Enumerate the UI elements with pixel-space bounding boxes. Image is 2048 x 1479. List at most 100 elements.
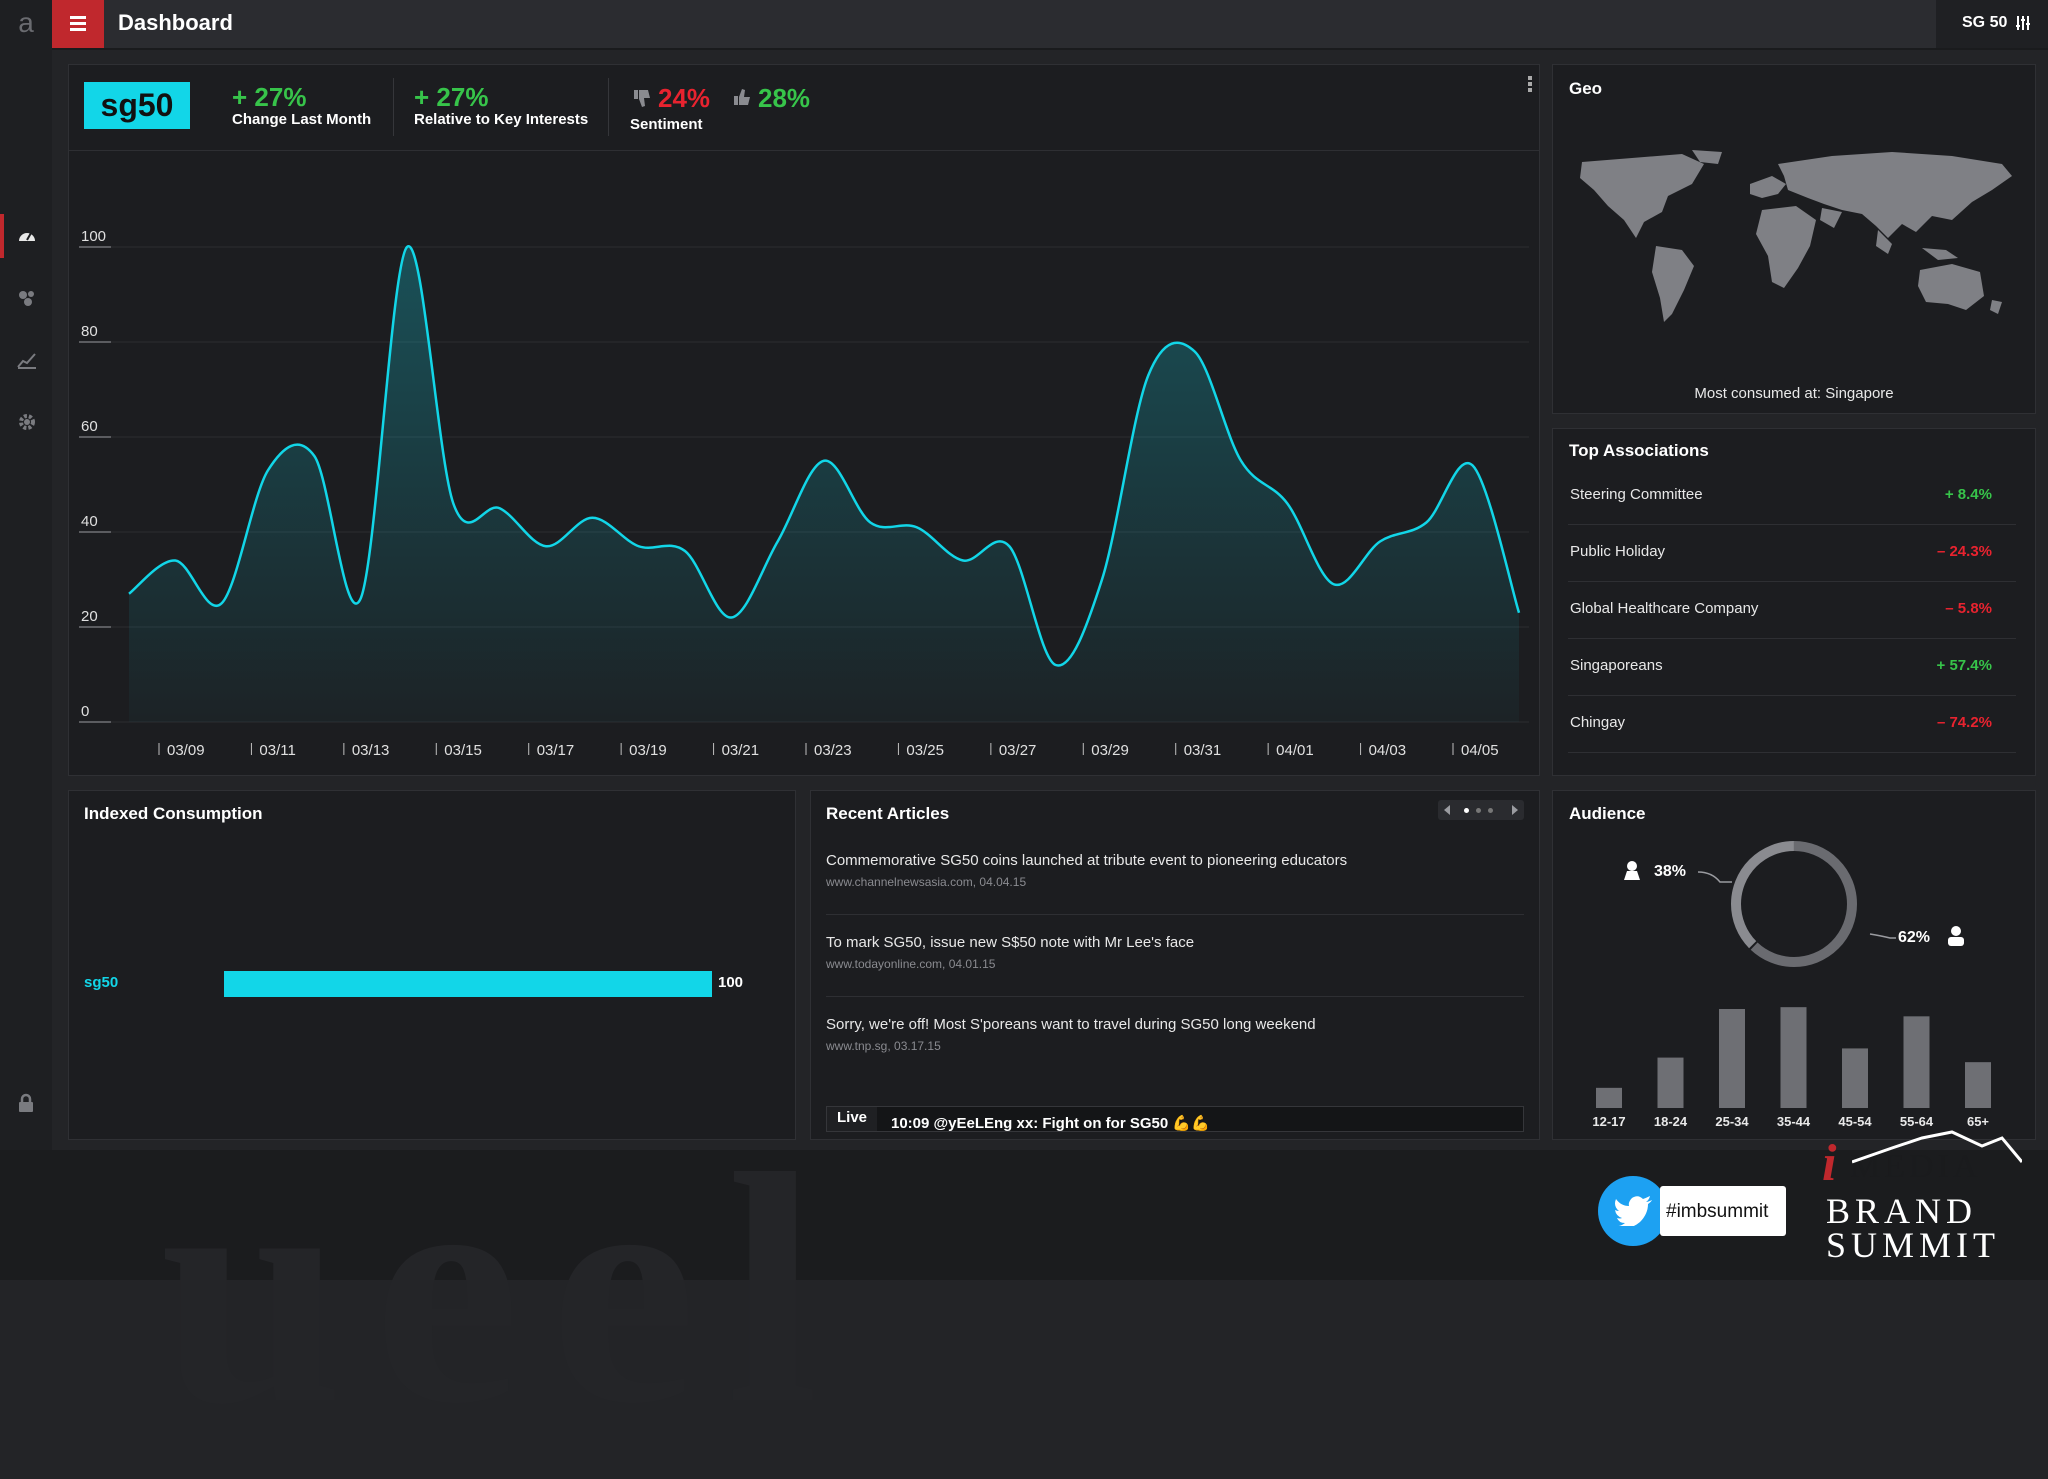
age-bar[interactable] <box>1781 1007 1807 1108</box>
x-tick-label: 03/11 <box>259 742 295 759</box>
age-bar[interactable] <box>1965 1062 1991 1108</box>
x-tick-label: 03/31 <box>1184 742 1222 759</box>
panel-menu-icon[interactable] <box>1528 76 1532 94</box>
x-tick-label: 04/03 <box>1369 742 1407 759</box>
age-bar[interactable] <box>1658 1058 1684 1108</box>
geo-title: Geo <box>1569 79 1602 99</box>
topic-label[interactable]: SG 50 <box>1962 0 2007 46</box>
article-source: www.todayonline.com, 04.01.15 <box>826 957 995 971</box>
consumption-bar-track <box>224 971 712 997</box>
female-percentage: 38% <box>1654 863 1686 881</box>
chevron-right-icon[interactable] <box>1512 805 1518 815</box>
audience-title: Audience <box>1569 804 1646 824</box>
x-tick-label: 04/01 <box>1276 742 1314 759</box>
live-ticker[interactable]: Live 10:09 @yEeLEng xx: Fight on for SG5… <box>826 1106 1524 1132</box>
association-name: Steering Committee <box>1570 486 1703 503</box>
x-tick-label: 03/29 <box>1091 742 1129 759</box>
association-change: + 57.4% <box>1937 657 1992 674</box>
age-bar[interactable] <box>1842 1048 1868 1108</box>
consumption-value: 100 <box>718 974 743 991</box>
world-map[interactable] <box>1572 150 2016 325</box>
menu-button[interactable] <box>52 0 104 48</box>
article-source: www.channelnewsasia.com, 04.04.15 <box>826 875 1026 889</box>
female-icon <box>1622 860 1642 882</box>
series-area <box>129 246 1519 722</box>
people-icon <box>17 289 37 307</box>
article-title-link[interactable]: Sorry, we're off! Most S'poreans want to… <box>826 1016 1316 1033</box>
geo-caption: Most consumed at: Singapore <box>1554 385 2034 402</box>
consumption-bar[interactable] <box>224 971 712 997</box>
chevron-left-icon[interactable] <box>1444 805 1450 815</box>
article-title-link[interactable]: To mark SG50, issue new S$50 note with M… <box>826 934 1194 951</box>
x-tick-label: 03/23 <box>814 742 852 759</box>
y-tick-label: 20 <box>81 608 98 625</box>
x-tick-label: 03/21 <box>722 742 760 759</box>
y-tick-label: 100 <box>81 228 106 245</box>
x-tick-label: 04/05 <box>1461 742 1499 759</box>
article-title-link[interactable]: Commemorative SG50 coins launched at tri… <box>826 852 1347 869</box>
pager-dot-active[interactable] <box>1464 808 1469 813</box>
association-change: + 8.4% <box>1945 486 1992 503</box>
page-title: Dashboard <box>118 0 233 48</box>
male-icon <box>1946 925 1966 947</box>
gender-donut-chart[interactable] <box>1620 838 2000 978</box>
sidebar-item-settings[interactable] <box>0 400 52 444</box>
x-tick-label: 03/17 <box>537 742 575 759</box>
twitter-badge[interactable] <box>1598 1176 1668 1246</box>
sidebar-item-audience[interactable] <box>0 276 52 320</box>
association-row[interactable]: Steering Committee + 8.4% <box>1568 468 2016 525</box>
mountain-logo-mark <box>1852 1118 2022 1168</box>
sidebar-item-dashboard[interactable] <box>0 214 52 258</box>
speedometer-icon <box>17 227 37 245</box>
x-tick-label: 03/27 <box>999 742 1037 759</box>
articles-pager[interactable] <box>1438 800 1524 820</box>
age-label: 25-34 <box>1715 1114 1749 1129</box>
change-last-month-label: Change Last Month <box>232 111 371 128</box>
association-row[interactable]: Public Holiday– 24.3% <box>1568 525 2016 582</box>
y-tick-label: 60 <box>81 418 98 435</box>
hamburger-icon <box>70 16 86 19</box>
thumbs-up-icon <box>734 88 750 106</box>
association-name: Chingay <box>1570 714 1625 731</box>
x-tick-label: 03/19 <box>629 742 667 759</box>
sidebar-item-analytics[interactable] <box>0 338 52 382</box>
association-name: Global Healthcare Company <box>1570 600 1758 617</box>
hashtag-text: #imbsummit <box>1666 1201 1768 1223</box>
association-change: – 24.3% <box>1937 543 1992 560</box>
sg50-logo: sg50 <box>84 82 190 129</box>
lock-icon <box>17 1093 35 1113</box>
pager-dot[interactable] <box>1476 808 1481 813</box>
sidebar-lock[interactable] <box>0 1080 52 1124</box>
filter-bars-icon[interactable] <box>2016 16 2030 30</box>
age-bar[interactable] <box>1719 1009 1745 1108</box>
change-last-month-value: + 27% <box>232 82 306 113</box>
article-source: www.tnp.sg, 03.17.15 <box>826 1039 941 1053</box>
chart-icon <box>17 351 37 369</box>
y-tick-label: 80 <box>81 323 98 340</box>
age-bar[interactable] <box>1596 1088 1622 1108</box>
articles-title: Recent Articles <box>826 804 949 824</box>
association-row[interactable]: Global Healthcare Company – 5.8% <box>1568 582 2016 639</box>
x-tick-label: 03/25 <box>906 742 944 759</box>
y-tick-label: 0 <box>81 703 89 720</box>
sentiment-label: Sentiment <box>630 116 703 133</box>
age-bar[interactable] <box>1904 1016 1930 1108</box>
twitter-bird-icon <box>1614 1196 1652 1226</box>
association-row[interactable]: Chingay – 74.2% <box>1568 696 2016 753</box>
consumption-series-label: sg50 <box>84 974 118 991</box>
x-tick-label: 03/13 <box>352 742 390 759</box>
association-change: – 5.8% <box>1945 600 1992 617</box>
association-change: – 74.2% <box>1937 714 1992 731</box>
age-label: 12-17 <box>1592 1114 1625 1129</box>
consumption-title: Indexed Consumption <box>84 804 263 824</box>
pager-dot[interactable] <box>1488 808 1493 813</box>
association-row[interactable]: Singaporeans + 57.4% <box>1568 639 2016 696</box>
consumption-panel <box>68 790 796 1140</box>
relative-interests-label: Relative to Key Interests <box>414 111 588 128</box>
sentiment-positive-value: 28% <box>758 83 810 114</box>
y-tick-label: 40 <box>81 513 98 530</box>
brand-logo[interactable]: a <box>0 0 52 48</box>
association-name: Singaporeans <box>1570 657 1663 674</box>
